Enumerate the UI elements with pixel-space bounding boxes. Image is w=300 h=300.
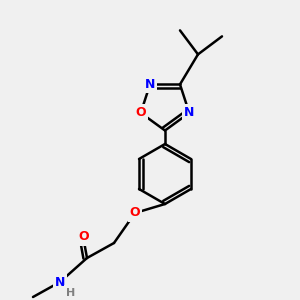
Text: H: H (66, 287, 75, 298)
Text: N: N (145, 78, 155, 91)
Text: O: O (79, 230, 89, 244)
Text: N: N (184, 106, 194, 119)
Text: O: O (130, 206, 140, 220)
Text: O: O (135, 106, 146, 119)
Text: N: N (55, 275, 65, 289)
